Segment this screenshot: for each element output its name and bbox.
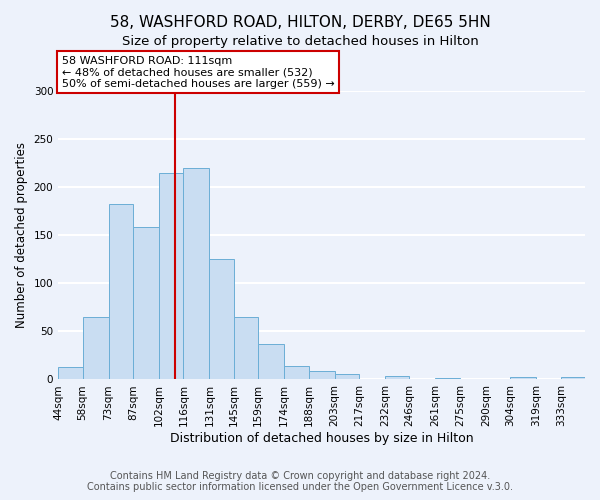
Bar [83, 317, 109, 380]
Text: 58, WASHFORD ROAD, HILTON, DERBY, DE65 5HN: 58, WASHFORD ROAD, HILTON, DERBY, DE65 5… [110, 15, 490, 30]
Bar [184, 168, 209, 380]
Bar [258, 344, 284, 380]
Bar [58, 367, 83, 380]
Text: Size of property relative to detached houses in Hilton: Size of property relative to detached ho… [122, 35, 478, 48]
Y-axis label: Number of detached properties: Number of detached properties [15, 142, 28, 328]
Bar [284, 366, 308, 380]
X-axis label: Distribution of detached houses by size in Hilton: Distribution of detached houses by size … [170, 432, 473, 445]
Bar [560, 376, 585, 380]
Bar [109, 204, 133, 380]
Text: Contains HM Land Registry data © Crown copyright and database right 2024.
Contai: Contains HM Land Registry data © Crown c… [87, 471, 513, 492]
Bar [133, 228, 159, 380]
Text: 58 WASHFORD ROAD: 111sqm
← 48% of detached houses are smaller (532)
50% of semi-: 58 WASHFORD ROAD: 111sqm ← 48% of detach… [62, 56, 334, 89]
Bar [385, 376, 409, 380]
Bar [159, 172, 184, 380]
Bar [436, 378, 460, 380]
Bar [335, 374, 359, 380]
Bar [510, 376, 536, 380]
Bar [308, 371, 335, 380]
Bar [234, 317, 258, 380]
Bar [209, 259, 234, 380]
